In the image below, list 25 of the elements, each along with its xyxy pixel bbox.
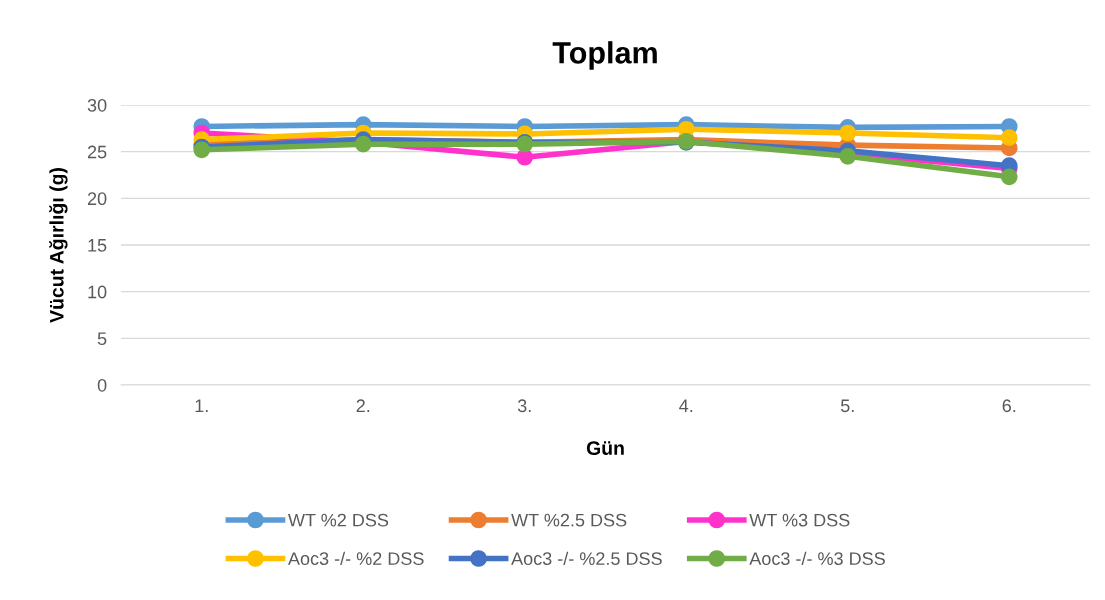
x-tick-label: 3. bbox=[517, 399, 531, 413]
y-tick-label: 10 bbox=[88, 285, 107, 299]
x-tick-label: 5. bbox=[840, 399, 854, 413]
legend-label: WT %3 DSS bbox=[749, 513, 850, 527]
x-tick-label: 6. bbox=[1002, 399, 1016, 413]
legend-label: Aoc3 -/- %2.5 DSS bbox=[511, 551, 662, 566]
x-tick-label: 1. bbox=[195, 399, 208, 412]
point bbox=[1000, 168, 1018, 186]
legend-label: Aoc3 -/- %2 DSS bbox=[287, 551, 424, 566]
point bbox=[1000, 129, 1018, 147]
chart-title: Toplam bbox=[552, 41, 657, 70]
legend-label: Aoc3 -/- %3 DSS bbox=[749, 551, 885, 566]
y-tick-label: 15 bbox=[88, 239, 107, 252]
point bbox=[839, 124, 857, 142]
x-tick-label: 2. bbox=[356, 399, 370, 412]
x-tick-label: 4. bbox=[679, 399, 693, 412]
y-tick-label: 0 bbox=[97, 378, 107, 392]
y-axis-title: Vücut Ağırlığı (g) bbox=[49, 168, 68, 323]
legend-label: WT %2 DSS bbox=[288, 513, 389, 527]
y-tick-label: 30 bbox=[87, 98, 107, 112]
y-tick-label: 20 bbox=[87, 192, 107, 206]
y-tick-label: 25 bbox=[87, 145, 107, 159]
x-axis-title: Gün bbox=[586, 441, 624, 455]
y-tick-label: 5 bbox=[97, 332, 107, 346]
legend-label: WT %2.5 DSS bbox=[511, 513, 627, 527]
